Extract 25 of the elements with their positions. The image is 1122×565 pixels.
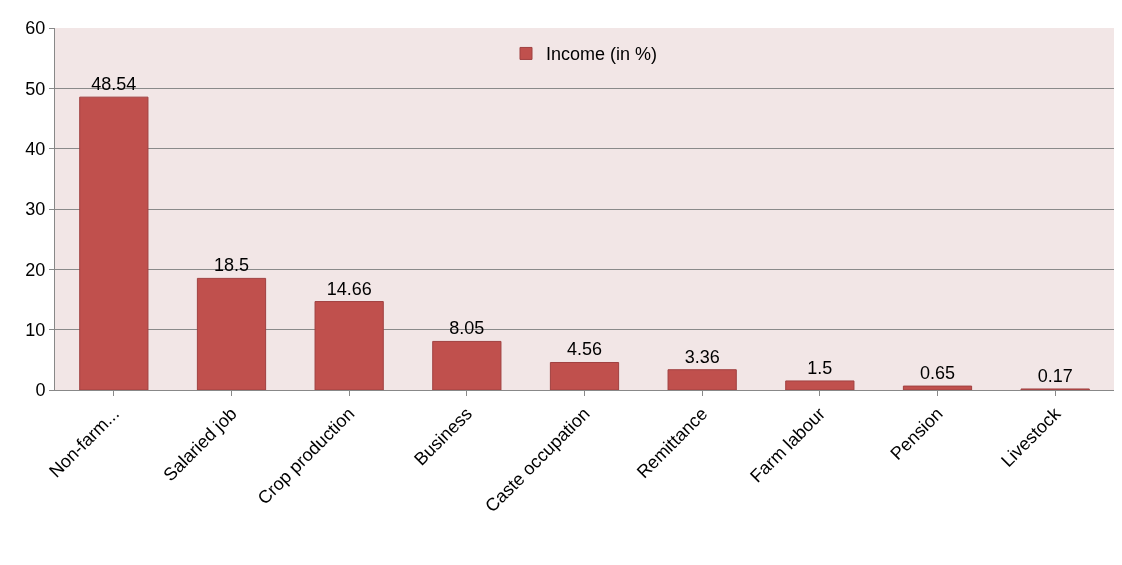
y-tick-label: 30 [25,199,46,220]
bar [549,361,620,390]
y-tick-label: 10 [25,319,46,340]
data-label: 8.05 [449,318,485,339]
bar [196,277,267,390]
bar [79,96,149,390]
bar [667,369,737,390]
y-tick-label: 40 [25,138,46,159]
data-label: 0.17 [1037,365,1073,386]
bar [314,301,384,390]
y-tick-label: 20 [25,259,46,280]
data-label: 0.65 [919,363,956,384]
data-label: 14.66 [326,278,372,299]
data-label: 3.36 [684,346,720,367]
y-tick-label: 60 [25,18,46,39]
y-tick-label: 50 [25,78,46,99]
data-label: 4.56 [566,339,603,360]
data-label: 1.5 [807,357,833,378]
data-label: 18.5 [213,255,250,276]
data-label: 48.54 [91,74,137,95]
legend-label: Income (in %) [546,44,658,65]
bar [785,380,855,390]
bar [902,385,973,390]
bar [432,340,502,390]
y-tick-label: 0 [35,380,46,401]
